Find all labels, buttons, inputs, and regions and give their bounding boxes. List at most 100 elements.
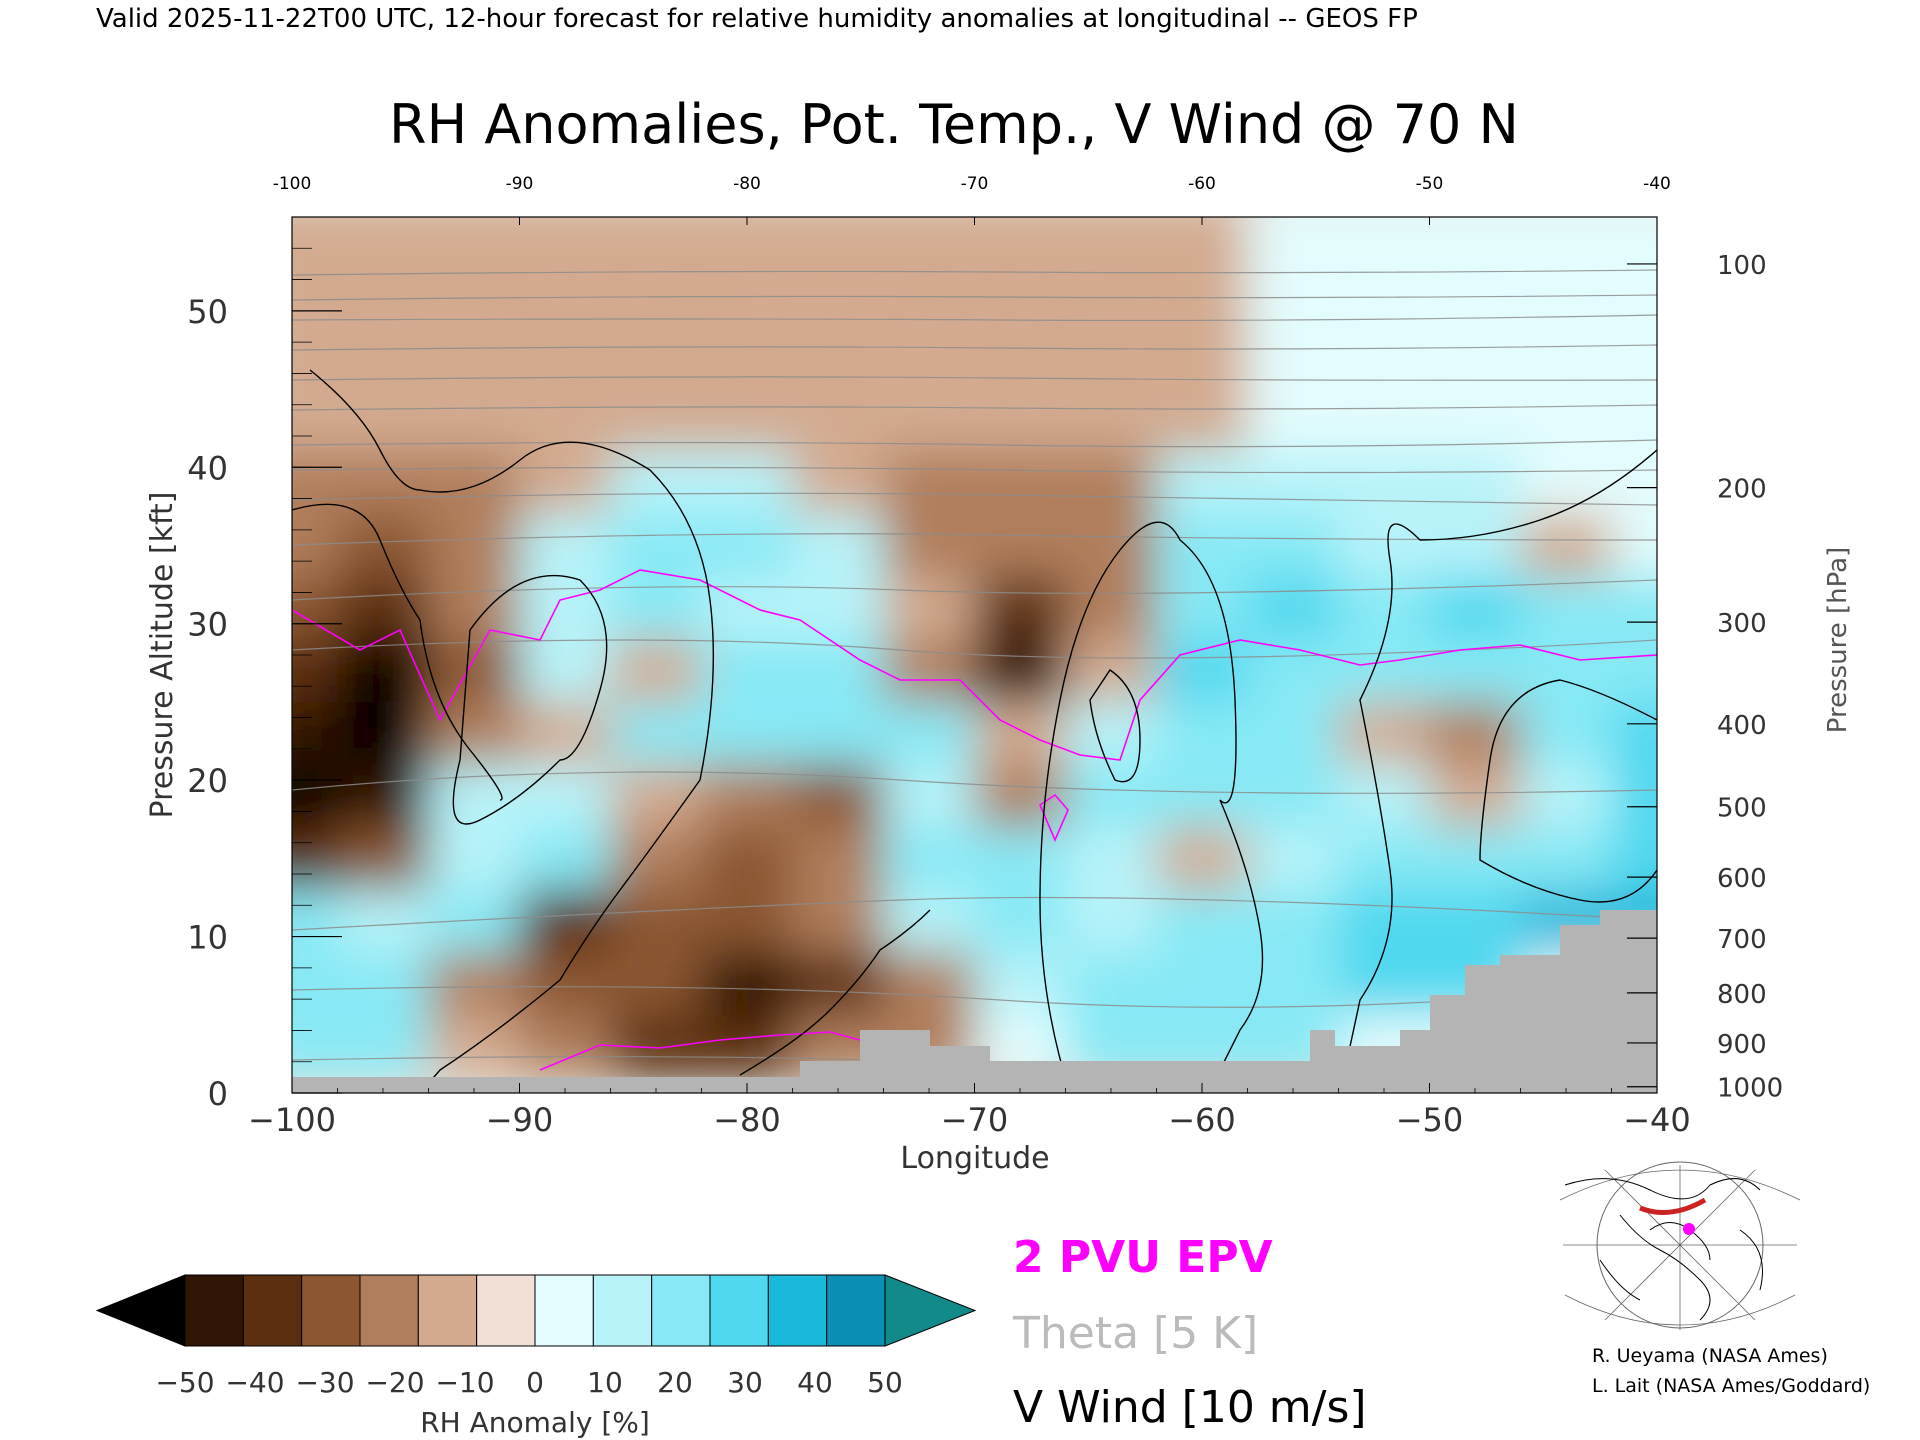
- colorbar-tick-label: 10: [587, 1366, 623, 1399]
- y-tick-label: 30: [187, 606, 228, 644]
- inset-map: [1559, 1161, 1801, 1330]
- rh-cell: [337, 514, 430, 578]
- rh-cell: [974, 701, 1067, 766]
- colorbar-tick-label: −20: [365, 1366, 424, 1399]
- colorbar-swatch: [417, 1274, 478, 1347]
- rh-cell: [610, 263, 703, 328]
- rh-cell: [1156, 263, 1249, 328]
- rh-cell: [974, 217, 1067, 265]
- topography-mask: [292, 910, 1657, 1093]
- rh-cell: [1429, 514, 1522, 578]
- rh-cell: [1520, 576, 1613, 641]
- rh-cell: [1156, 576, 1249, 641]
- colorbar-tick-label: −10: [435, 1366, 494, 1399]
- theta-contour-410: [292, 294, 1657, 301]
- epv-2pvu-contour: [292, 569, 1657, 1071]
- rh-cell: [701, 701, 794, 766]
- rh-cell: [428, 639, 521, 703]
- rh-cell: [1247, 639, 1340, 703]
- top-x-tick-label: -50: [1416, 174, 1444, 194]
- rh-cell: [1338, 576, 1431, 641]
- rh-cell: [610, 326, 703, 391]
- top-x-tick-label: -90: [506, 174, 534, 194]
- theta-contour-350: [292, 466, 1657, 474]
- rh-cell: [1429, 389, 1522, 453]
- rh-cell: [1065, 827, 1158, 891]
- rh-cell: [519, 701, 612, 766]
- rh-cell: [792, 217, 885, 265]
- rh-cell: [428, 451, 521, 516]
- colorbar-tick-label: 30: [727, 1366, 763, 1399]
- rh-cell: [1065, 701, 1158, 766]
- theta-contour-370: [292, 404, 1657, 411]
- x-tick-label: −60: [1168, 1101, 1236, 1139]
- rh-cell: [1156, 389, 1249, 453]
- y-axis-label: Pressure Altitude [kft]: [145, 492, 180, 819]
- rh-cell: [519, 764, 612, 829]
- rh-cell: [701, 827, 794, 891]
- axes: −100 -100 −90 -90 −80 -80 −70 -70 −60 -60 −50 -50 −4…: [187, 174, 1783, 1139]
- rh-cell: [1156, 952, 1249, 1016]
- rh-cell: [701, 451, 794, 516]
- rh-cell: [519, 827, 612, 891]
- rh-cell: [337, 764, 430, 829]
- rh-cell: [1338, 701, 1431, 766]
- top-x-tick-label: -80: [733, 174, 761, 194]
- rh-cell: [792, 451, 885, 516]
- rh-cell: [1247, 889, 1340, 954]
- rh-cell: [792, 389, 885, 453]
- colorbar: −50 −40 −30 −20 −10 0 10 20 30 40 50: [95, 1274, 977, 1399]
- rh-cell: [1338, 639, 1431, 703]
- rh-cell: [792, 514, 885, 578]
- rh-cell: [610, 889, 703, 954]
- rh-cell: [1429, 217, 1522, 265]
- theta-contour-310: [292, 639, 1657, 659]
- rh-cell: [1247, 764, 1340, 829]
- rh-cell: [428, 952, 521, 1016]
- rh-anomaly-field: [292, 217, 1657, 1079]
- colorbar-swatch: [476, 1274, 536, 1347]
- pressure-tick-label: 200: [1717, 475, 1767, 505]
- top-x-tick-label: -40: [1643, 174, 1671, 194]
- pressure-tick-label: 400: [1717, 711, 1767, 741]
- y-tick-label: 40: [187, 449, 228, 487]
- theta-contour-280: [292, 984, 1657, 1008]
- v-wind-contours: [292, 369, 1657, 1093]
- rh-cell: [883, 827, 976, 891]
- rh-cell: [883, 514, 976, 578]
- rh-cell: [519, 326, 612, 391]
- rh-cell: [701, 326, 794, 391]
- rh-cell: [974, 639, 1067, 703]
- epv-tropopause-line: [292, 569, 1657, 761]
- rh-cell: [519, 952, 612, 1016]
- rh-cell: [1520, 827, 1613, 891]
- rh-cell: [1156, 827, 1249, 891]
- rh-cell: [1247, 263, 1340, 328]
- pressure-tick-label: 300: [1717, 609, 1767, 639]
- rh-cell: [883, 389, 976, 453]
- x-tick-label: −90: [486, 1101, 554, 1139]
- rh-cell: [1065, 389, 1158, 453]
- rh-cell: [883, 764, 976, 829]
- rh-cell: [292, 1014, 339, 1079]
- rh-cell: [1247, 701, 1340, 766]
- rh-cell: [292, 514, 339, 578]
- theta-contour-340: [292, 492, 1657, 506]
- rh-cell: [1065, 217, 1158, 265]
- x-tick-label: −50: [1396, 1101, 1464, 1139]
- y2-axis-label: Pressure [hPa]: [1823, 547, 1853, 734]
- rh-cell: [1429, 451, 1522, 516]
- top-x-tick-label: -60: [1188, 174, 1216, 194]
- rh-cell: [701, 889, 794, 954]
- rh-cell: [883, 326, 976, 391]
- pressure-tick-label: 1000: [1717, 1074, 1783, 1104]
- rh-cell: [428, 326, 521, 391]
- v-wind-contour-10-loop: [452, 574, 608, 825]
- colorbar-tick-label: −50: [155, 1366, 214, 1399]
- rh-cell: [1247, 451, 1340, 516]
- rh-cell: [1611, 639, 1657, 703]
- rh-cell: [337, 701, 430, 766]
- v-wind-contour-0-west: [309, 369, 715, 1093]
- epv-lower-line: [539, 1031, 861, 1071]
